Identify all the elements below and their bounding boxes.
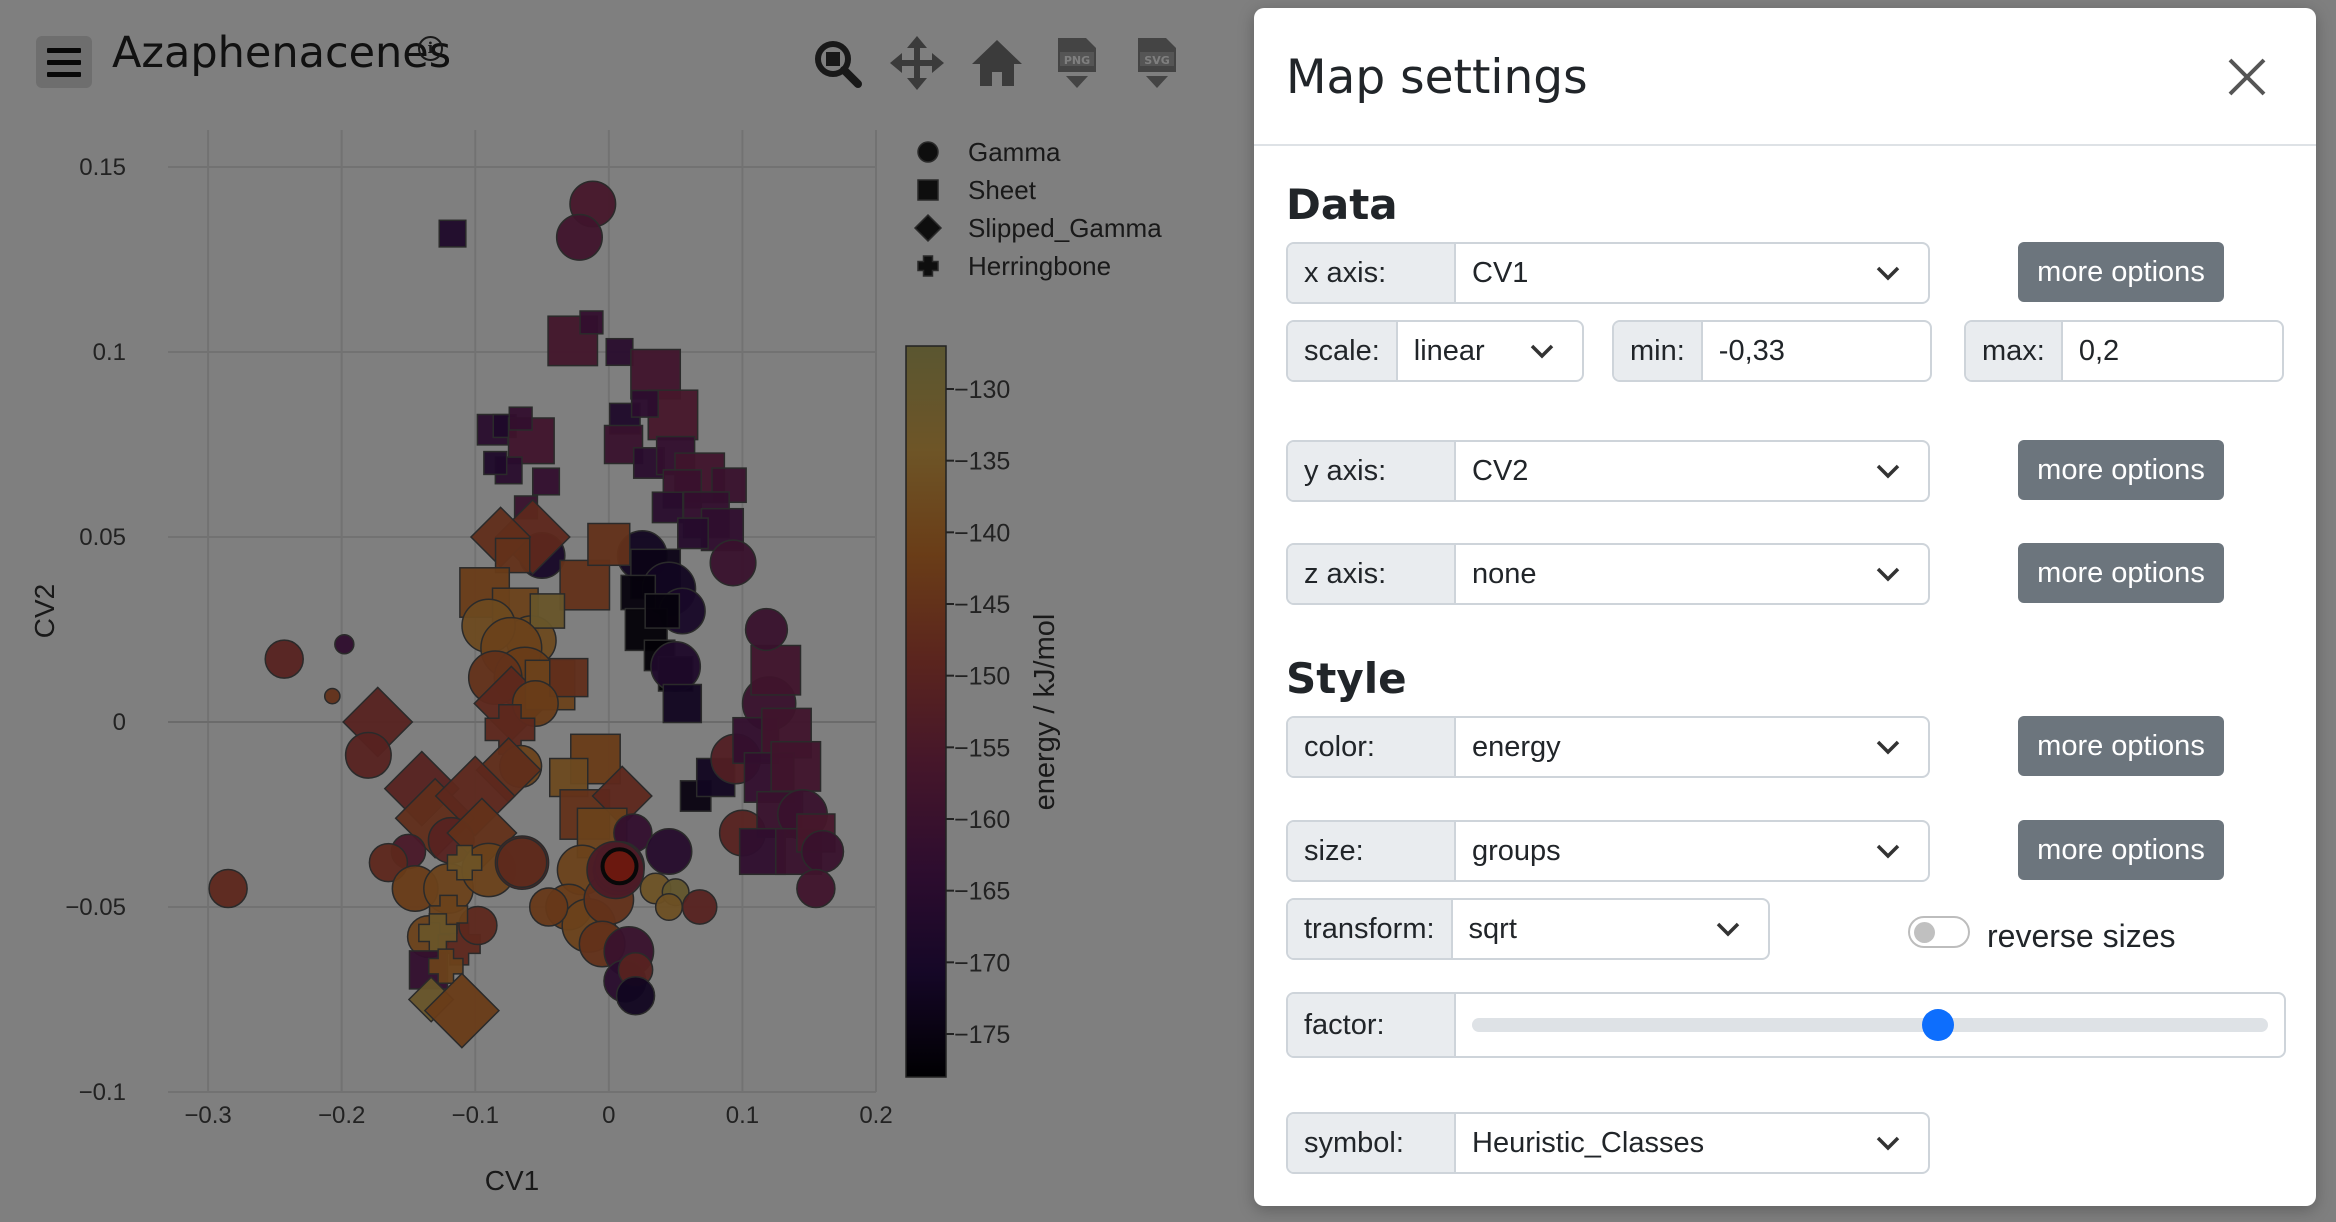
x-axis-value: CV1 [1472,256,1529,289]
x-axis-label: x axis: [1288,244,1456,302]
y-axis-select[interactable]: CV2 [1456,442,1928,500]
chevron-down-icon [1876,740,1900,755]
factor-slider-group: factor: [1286,992,2286,1058]
symbol-select-group: symbol: Heuristic_Classes [1286,1112,1930,1174]
color-select-group: color: energy [1286,716,1930,778]
transform-value: sqrt [1468,912,1517,945]
modal-title: Map settings [1286,50,1588,105]
factor-slider[interactable] [1456,994,2284,1056]
x-axis-select-group: x axis: CV1 [1286,242,1930,304]
transform-label: transform: [1288,900,1453,958]
min-label: min: [1614,322,1703,380]
z-axis-select[interactable]: none [1456,545,1928,603]
chevron-down-icon [1876,844,1900,859]
symbol-value: Heuristic_Classes [1472,1126,1705,1159]
data-section-title: Data [1286,180,1398,229]
chevron-down-icon [1876,266,1900,281]
max-input[interactable]: 0,2 [2078,334,2120,367]
chevron-down-icon [1876,567,1900,582]
z-axis-select-group: z axis: none [1286,543,1930,605]
y-axis-label: y axis: [1288,442,1456,500]
z-axis-value: none [1472,557,1537,590]
color-more-options-button[interactable]: more options [2018,716,2224,776]
z-axis-label: z axis: [1288,545,1456,603]
size-value: groups [1472,834,1561,867]
scale-value: linear [1413,334,1485,367]
size-label: size: [1288,822,1456,880]
color-label: color: [1288,718,1456,776]
chevron-down-icon [1876,1136,1900,1151]
size-select-group: size: groups [1286,820,1930,882]
size-select[interactable]: groups [1456,822,1928,880]
close-icon[interactable] [2224,54,2270,100]
chevron-down-icon [1530,344,1554,359]
max-label: max: [1966,322,2063,380]
slider-thumb[interactable] [1921,1009,1954,1041]
color-value: energy [1472,730,1561,763]
transform-select-group: transform: sqrt [1286,898,1770,960]
slider-track[interactable] [1472,1018,2268,1032]
modal-header: Map settings [1254,8,2316,146]
style-section-title: Style [1286,654,1407,703]
symbol-select[interactable]: Heuristic_Classes [1456,1114,1928,1172]
reverse-sizes-label: reverse sizes [1987,918,2176,954]
factor-label: factor: [1288,994,1456,1056]
x-axis-more-options-button[interactable]: more options [2018,242,2224,302]
transform-select[interactable]: sqrt [1453,900,1768,958]
symbol-label: symbol: [1288,1114,1456,1172]
scale-select-group: scale: linear [1286,320,1584,382]
scale-label: scale: [1288,322,1398,380]
chevron-down-icon [1716,922,1740,937]
max-input-group: max: 0,2 [1964,320,2284,382]
toggle-knob [1914,922,1935,943]
chevron-down-icon [1876,464,1900,479]
min-input-group: min: -0,33 [1612,320,1932,382]
size-more-options-button[interactable]: more options [2018,820,2224,880]
y-axis-value: CV2 [1472,454,1529,487]
reverse-sizes-toggle[interactable] [1908,916,1970,948]
scale-select[interactable]: linear [1398,322,1582,380]
min-input[interactable]: -0,33 [1718,334,1785,367]
y-axis-select-group: y axis: CV2 [1286,440,1930,502]
y-axis-more-options-button[interactable]: more options [2018,440,2224,500]
x-axis-select[interactable]: CV1 [1456,244,1928,302]
z-axis-more-options-button[interactable]: more options [2018,543,2224,603]
map-settings-modal: Map settings Data x axis: CV1 more optio… [1254,8,2316,1206]
color-select[interactable]: energy [1456,718,1928,776]
